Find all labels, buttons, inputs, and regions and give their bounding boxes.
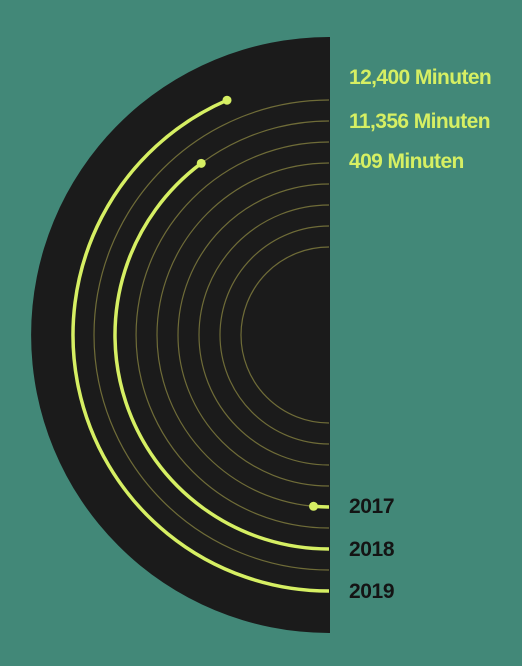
guide-ring-1 [240,246,330,424]
value-label-2017: 409 Minuten [349,150,464,173]
guide-ring-4 [177,183,330,487]
guide-ring-2 [219,225,330,445]
guide-ring-8 [93,99,330,571]
arc-end-dot-2018 [196,158,206,168]
guide-ring-5 [156,162,330,508]
guide-ring-3 [198,204,330,466]
year-label-2019: 2019 [349,580,395,603]
value-label-2018: 11,356 Minuten [349,110,491,133]
arc-2019 [71,98,330,593]
year-label-2018: 2018 [349,538,395,561]
value-label-2019: 12,400 Minuten [349,66,492,89]
arc-end-dot-2019 [222,95,232,105]
arc-2018 [113,161,330,551]
arc-end-dot-2017 [309,501,319,511]
guide-ring-6 [135,141,330,529]
year-label-2017: 2017 [349,495,395,518]
half-disc [31,37,329,633]
